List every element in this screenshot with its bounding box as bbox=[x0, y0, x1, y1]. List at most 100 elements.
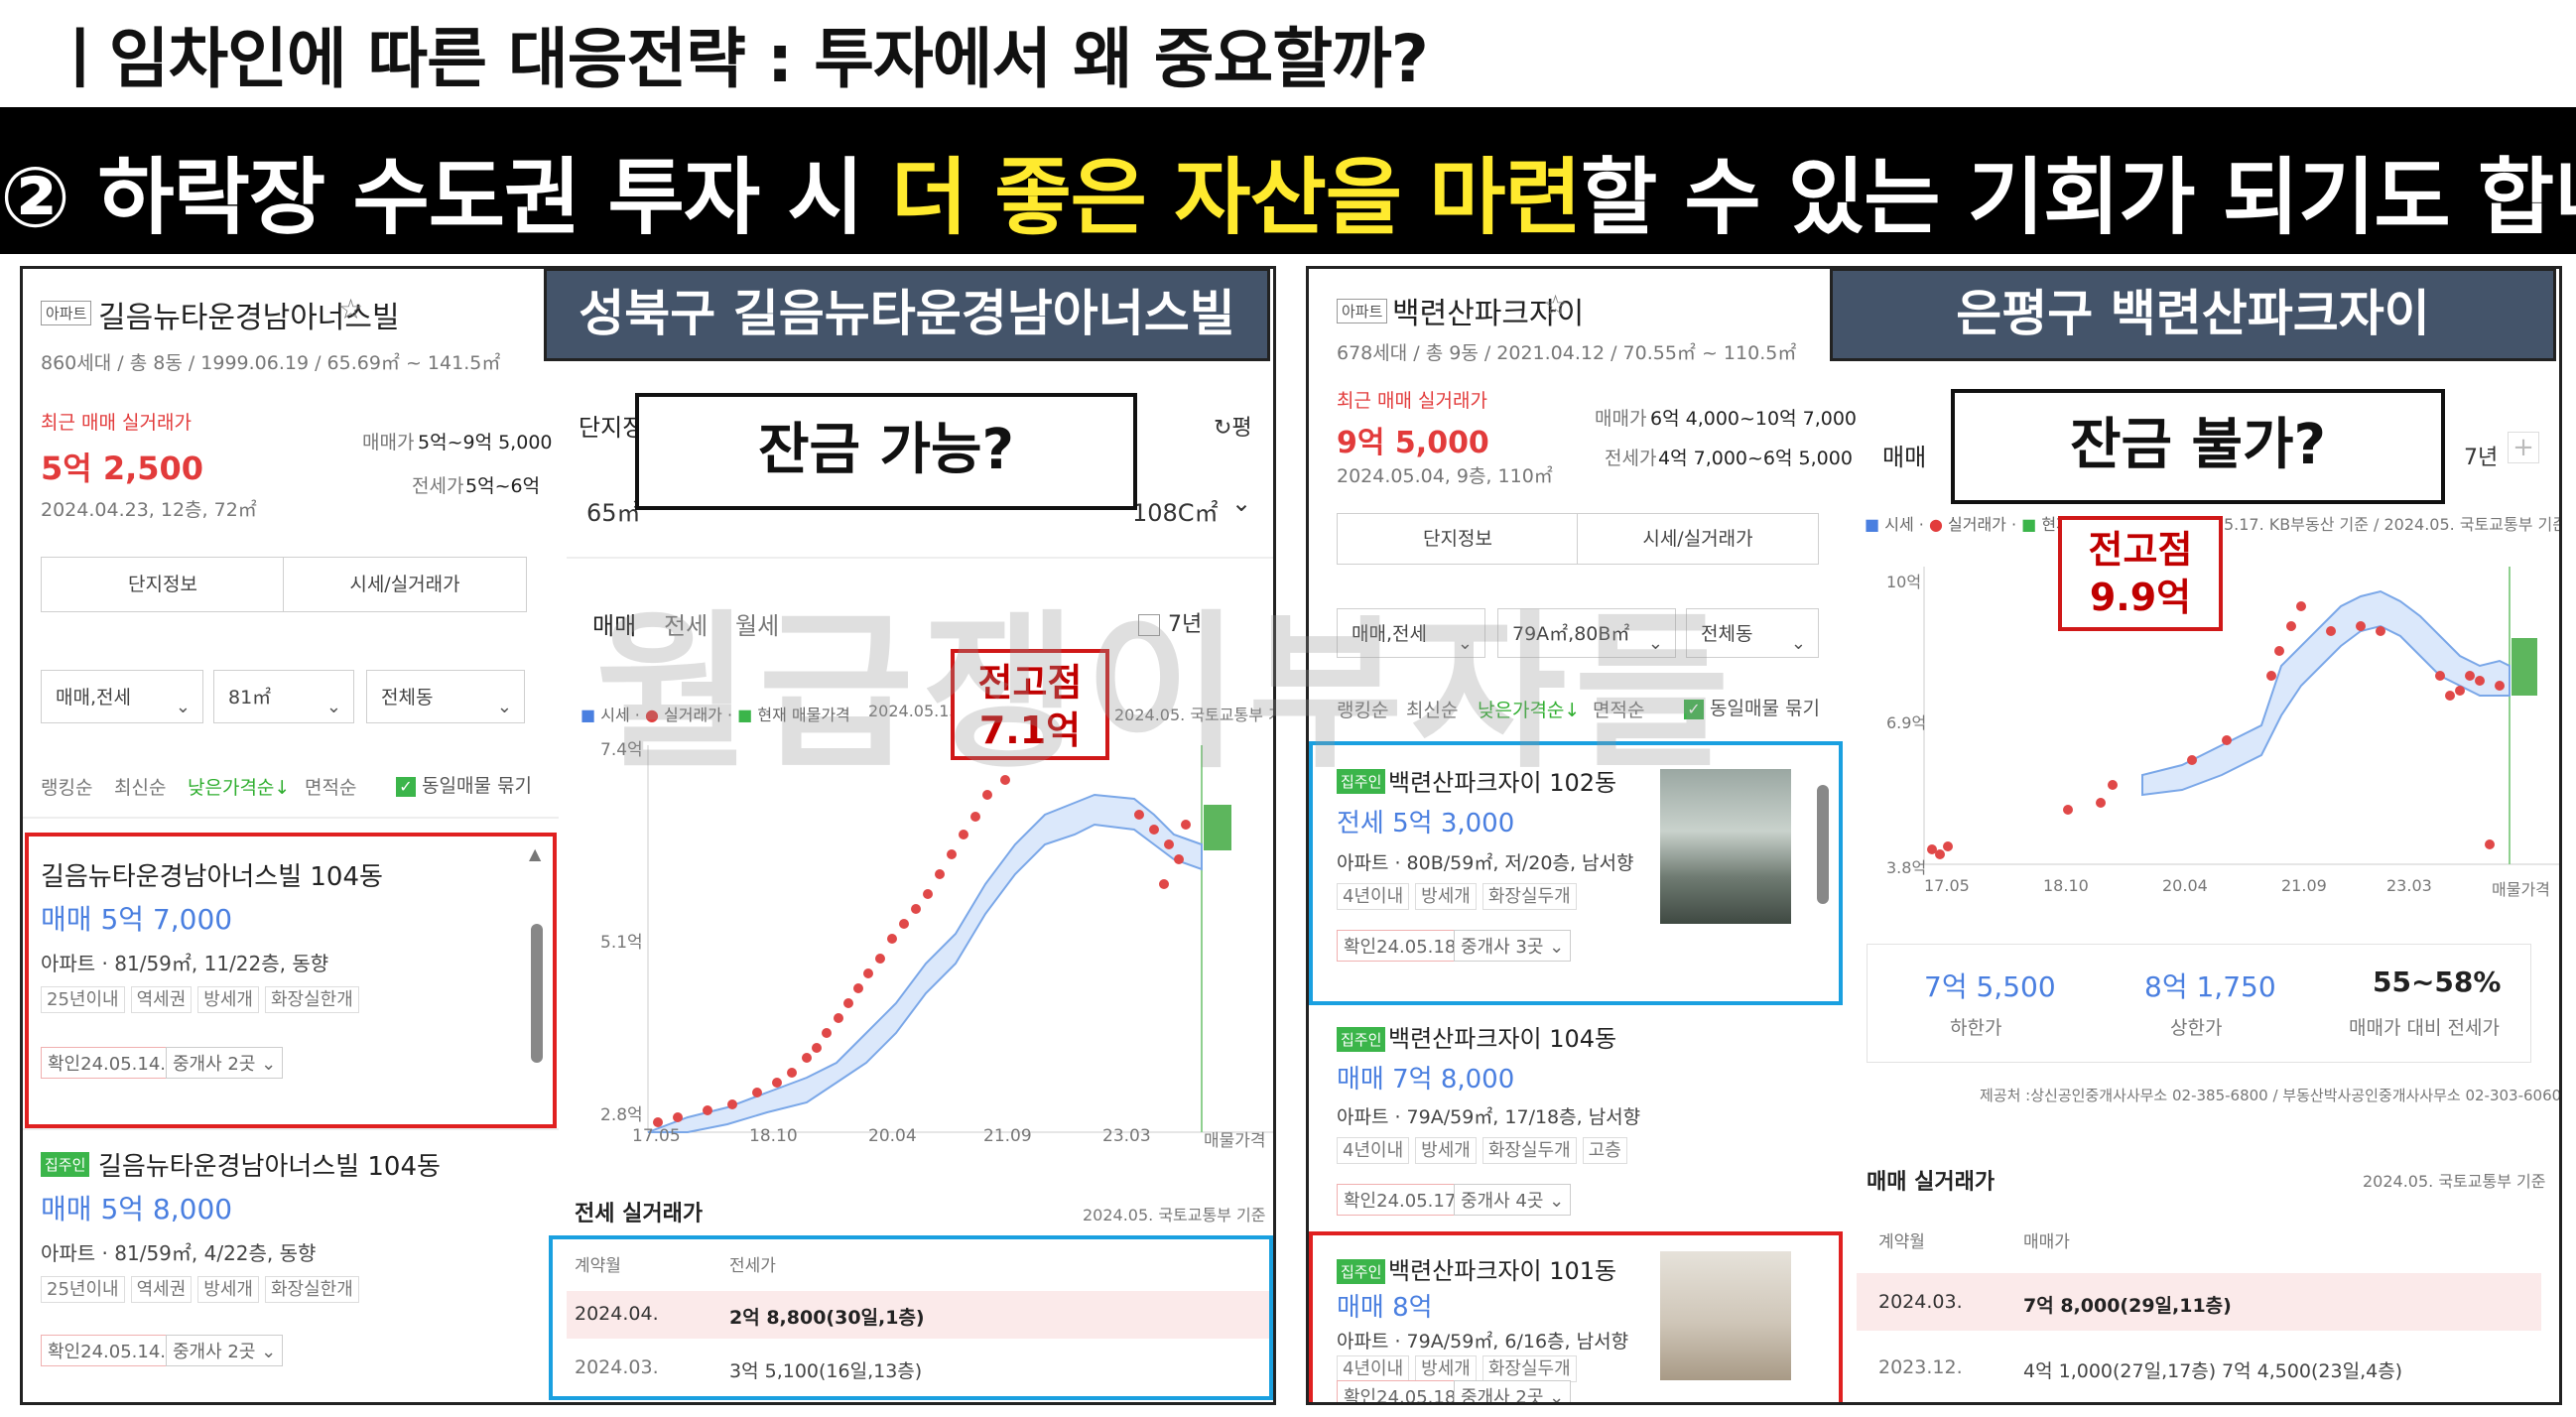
chevron-down-icon[interactable]: ⌄ bbox=[1231, 489, 1252, 517]
sort-area[interactable]: 면적순 bbox=[305, 777, 357, 799]
sale-point bbox=[982, 790, 992, 800]
y-tick: 7.4억 bbox=[600, 740, 643, 760]
listing-name[interactable]: 백련산파크자이 102동 bbox=[1388, 769, 1617, 797]
listing-detail: 아파트 · 79A/59㎡, 6/16층, 남서향 bbox=[1337, 1331, 1629, 1353]
chart-tab-jeonse[interactable]: 전세 bbox=[664, 612, 708, 640]
chart-tab-sale[interactable]: 매매 bbox=[1882, 444, 1927, 471]
listing-price: 전세 5억 3,000 bbox=[1337, 809, 1515, 838]
current-listing-bar bbox=[2512, 638, 2537, 696]
sale-point bbox=[1149, 825, 1159, 835]
area-filter[interactable]: 79A㎡,80B㎡ ⌄ bbox=[1497, 608, 1676, 658]
agent-count-button[interactable]: 중개사 2곳 ⌄ bbox=[166, 1047, 284, 1079]
area-tabs[interactable]: 65㎡ bbox=[586, 499, 641, 527]
info-button[interactable]: 단지정보 bbox=[41, 557, 285, 612]
x-tick: 18.10 bbox=[749, 1126, 798, 1146]
sort-latest[interactable]: 최신순 bbox=[114, 777, 167, 799]
sale-point bbox=[970, 812, 980, 822]
type-filter[interactable]: 매매,전세 ⌄ bbox=[41, 670, 203, 723]
listing-price: 매매 5억 7,000 bbox=[41, 903, 233, 936]
listing-price: 매매 7억 8,000 bbox=[1337, 1065, 1515, 1095]
type-filter[interactable]: 매매,전세 ⌄ bbox=[1337, 608, 1485, 658]
jeonse-range: 4억 7,000~6억 5,000 bbox=[1658, 448, 1853, 469]
y-tick: 2.8억 bbox=[600, 1105, 643, 1125]
period-checkbox[interactable]: 7년 bbox=[1138, 606, 1202, 638]
confirm-date: 확인24.05.18. bbox=[1337, 1380, 1469, 1402]
confirm-date: 확인24.05.14. bbox=[41, 1047, 173, 1079]
sort-latest[interactable]: 최신순 bbox=[1406, 700, 1459, 721]
chart-legend: ■ 시세 · ● 실거래가 · ■ 현재 매물가격 bbox=[580, 706, 850, 724]
table-cell: 2024.03. bbox=[575, 1356, 659, 1378]
chart-tab-sale[interactable]: 매매 bbox=[592, 612, 637, 640]
star-icon[interactable]: ☆ bbox=[1543, 289, 1569, 322]
agent-count-button[interactable]: 중개사 4곳 ⌄ bbox=[1454, 1184, 1572, 1216]
sale-point bbox=[935, 869, 945, 879]
listing-name[interactable]: 길음뉴타운경남아너스빌 104동 bbox=[98, 1152, 441, 1182]
sale-point bbox=[1164, 839, 1174, 849]
sale-point bbox=[2286, 621, 2296, 631]
price-button[interactable]: 시세/실거래가 bbox=[1577, 513, 1819, 565]
area-tab-108c[interactable]: 108C㎡ bbox=[1132, 499, 1219, 527]
confirm-date: 확인24.05.17. bbox=[1337, 1184, 1469, 1216]
dong-filter[interactable]: 전체동 ⌄ bbox=[1686, 608, 1819, 658]
table-source: 2024.05. 국토교통부 기준 bbox=[1083, 1206, 1266, 1224]
sale-point bbox=[772, 1078, 782, 1088]
sort-area[interactable]: 면적순 bbox=[1593, 700, 1645, 721]
recent-price: 5억 2,500 bbox=[41, 450, 204, 487]
info-button[interactable]: 단지정보 bbox=[1337, 513, 1579, 565]
listing-tags: 4년이내 방세개 화장실두개 bbox=[1337, 1354, 1583, 1382]
sort-low-price[interactable]: 낮은가격순↓ bbox=[188, 777, 291, 799]
scroll-up-icon[interactable]: ▲ bbox=[529, 844, 542, 863]
sale-point bbox=[2296, 601, 2306, 611]
sale-point bbox=[1943, 841, 1953, 851]
area-filter[interactable]: 81㎡ ⌄ bbox=[213, 670, 354, 723]
listing-name[interactable]: 길음뉴타운경남아너스빌 104동 bbox=[41, 862, 383, 892]
sale-point bbox=[2096, 798, 2106, 808]
right-peak-label: 전고점 9.9억 bbox=[2058, 516, 2223, 631]
chart-tab-monthly[interactable]: 월세 bbox=[735, 612, 780, 640]
sale-point bbox=[834, 1013, 843, 1023]
same-listing-checkbox[interactable]: ✓ 동일매물 묶기 bbox=[396, 771, 532, 798]
toggle-icon[interactable]: ↻평 bbox=[1214, 416, 1252, 441]
apt-name: 백련산파크자이 bbox=[1392, 297, 1585, 331]
dong-filter[interactable]: 전체동 ⌄ bbox=[366, 670, 525, 723]
recent-price: 9억 5,000 bbox=[1337, 426, 1489, 460]
y-tick: 10억 bbox=[1886, 573, 1922, 591]
listing-tags: 25년이내 역세권 방세개 화장실한개 bbox=[41, 985, 365, 1013]
sale-point bbox=[2108, 780, 2118, 790]
star-icon[interactable]: ☆ bbox=[338, 293, 364, 325]
sale-point bbox=[2435, 671, 2445, 681]
period-label[interactable]: 7년 bbox=[2464, 446, 2499, 470]
agent-count-button[interactable]: 중개사 2곳 ⌄ bbox=[1454, 1380, 1572, 1402]
listing-name[interactable]: 백련산파크자이 101동 bbox=[1388, 1257, 1617, 1285]
agent-count-button[interactable]: 중개사 3곳 ⌄ bbox=[1454, 930, 1572, 962]
sale-point bbox=[899, 919, 909, 929]
listing-name[interactable]: 백련산파크자이 104동 bbox=[1388, 1025, 1617, 1053]
sort-ranking[interactable]: 랭킹순 bbox=[41, 777, 93, 799]
x-tick: 18.10 bbox=[2043, 876, 2089, 895]
listing-photo[interactable] bbox=[1660, 1251, 1791, 1380]
table-cell: 2023.12. bbox=[1878, 1356, 1963, 1378]
plus-icon[interactable]: + bbox=[2508, 432, 2539, 463]
chevron-down-icon: ⌄ bbox=[1647, 633, 1663, 654]
listing-photo[interactable] bbox=[1660, 769, 1791, 924]
same-listing-checkbox[interactable]: ✓ 동일매물 묶기 bbox=[1684, 694, 1820, 720]
listing-detail: 아파트 · 80B/59㎡, 저/20층, 남서향 bbox=[1337, 852, 1634, 874]
sale-points bbox=[653, 775, 1191, 1127]
x-tick: 20.04 bbox=[2162, 876, 2208, 895]
x-tick: 23.03 bbox=[2386, 876, 2432, 895]
owner-badge: 집주인 bbox=[1337, 1259, 1386, 1284]
price-button[interactable]: 시세/실거래가 bbox=[283, 557, 527, 612]
table-title: 매매 실거래가 bbox=[1867, 1170, 1996, 1195]
sale-point bbox=[875, 954, 885, 964]
sale-range-label: 매매가 bbox=[1595, 408, 1647, 430]
sort-ranking[interactable]: 랭킹순 bbox=[1337, 700, 1389, 721]
listing-detail: 아파트 · 81/59㎡, 11/22층, 동향 bbox=[41, 952, 329, 975]
x-tick: 20.04 bbox=[868, 1126, 917, 1146]
agent-count-button[interactable]: 중개사 2곳 ⌄ bbox=[166, 1335, 284, 1366]
scrollbar[interactable] bbox=[531, 924, 543, 1063]
sale-point bbox=[2266, 671, 2276, 681]
sort-low-price[interactable]: 낮은가격순↓ bbox=[1478, 700, 1581, 721]
provider-text: 제공처 :상신공인중개사사무소 02-385-6800 / 부동산박사공인중개사… bbox=[1980, 1087, 2562, 1104]
scrollbar[interactable] bbox=[1817, 785, 1829, 904]
table-title: 전세 실거래가 bbox=[575, 1202, 704, 1226]
